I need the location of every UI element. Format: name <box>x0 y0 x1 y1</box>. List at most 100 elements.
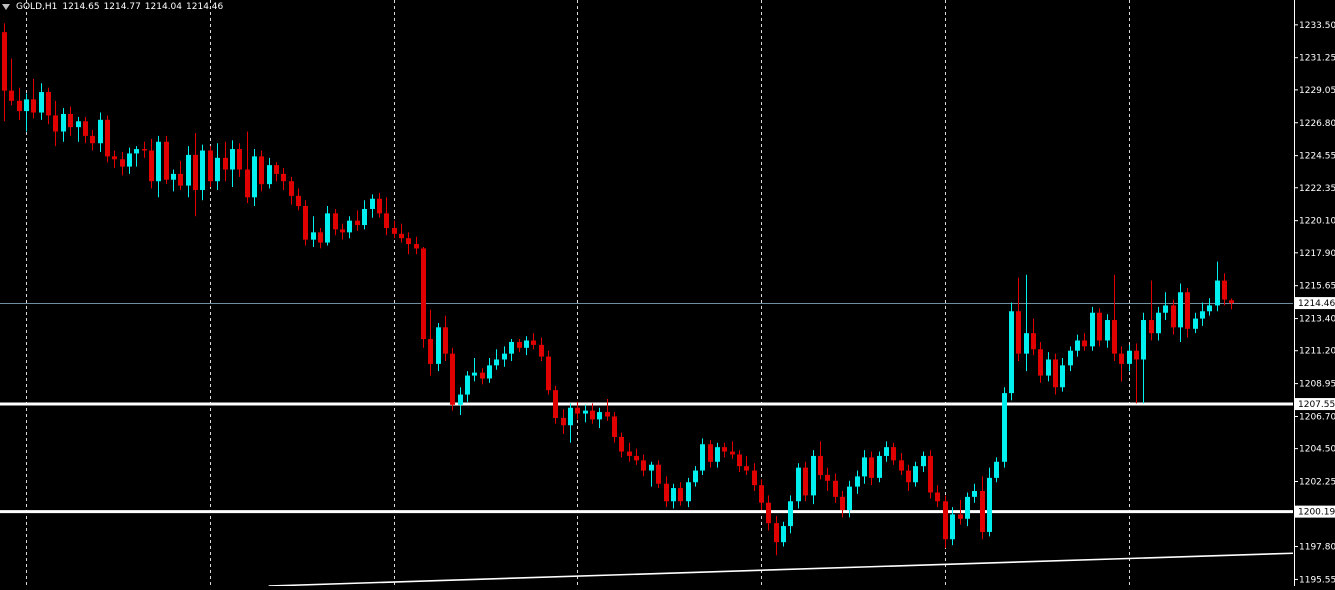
candle-body <box>980 491 985 532</box>
candle <box>766 495 771 531</box>
candle <box>950 507 955 546</box>
candle <box>935 485 940 508</box>
candle <box>847 480 852 518</box>
level-price-tag-label: 1200.19 <box>1298 508 1335 518</box>
candle <box>46 87 51 125</box>
candle-body <box>664 483 669 502</box>
candle-body <box>370 198 375 209</box>
candle-body <box>223 157 228 170</box>
candle-body <box>708 444 713 462</box>
candle <box>502 346 507 367</box>
candle-body <box>1031 333 1036 350</box>
candle <box>1127 344 1132 372</box>
candle <box>274 162 279 182</box>
candle-body <box>899 460 904 471</box>
candle-body <box>1200 311 1205 319</box>
candle <box>480 368 485 385</box>
candle <box>31 78 36 119</box>
candle-body <box>428 339 433 364</box>
candle <box>678 482 683 506</box>
candle <box>83 116 88 144</box>
candle <box>318 227 323 249</box>
level-price-tag-bg <box>1295 505 1335 518</box>
candle <box>1112 274 1117 361</box>
candle <box>9 58 14 106</box>
candle <box>90 130 95 151</box>
candle-body <box>781 526 786 543</box>
price-tick-label: 1231.25 <box>1299 54 1335 64</box>
candle-body <box>641 460 646 471</box>
candle-body <box>943 501 948 540</box>
candle <box>781 521 786 547</box>
candle <box>1207 298 1212 316</box>
candle-body <box>671 488 676 502</box>
candle <box>656 460 661 489</box>
candle-body <box>252 156 257 198</box>
candle-body <box>1112 320 1117 354</box>
current-price-tag-label: 1214.46 <box>1298 299 1335 309</box>
candle-body <box>156 141 161 182</box>
candle-body <box>568 407 573 426</box>
candle <box>1171 299 1176 335</box>
candle <box>303 200 308 246</box>
candle <box>465 371 470 402</box>
candle <box>200 144 205 201</box>
candle-body <box>715 447 720 462</box>
ohlc-open: 1214.65 <box>62 2 100 12</box>
candle <box>76 116 81 142</box>
candle-body <box>347 220 352 233</box>
candle <box>921 451 926 473</box>
candle <box>568 403 573 443</box>
candle <box>1009 302 1014 401</box>
price-tick-label: 1222.35 <box>1299 184 1335 194</box>
candle-body <box>1097 312 1102 341</box>
price-tick-label: 1233.50 <box>1299 21 1335 31</box>
candle-body <box>1002 393 1007 462</box>
candle <box>686 477 691 508</box>
candle-body <box>1127 350 1132 364</box>
candle <box>399 223 404 243</box>
candle <box>370 194 375 218</box>
candle <box>436 322 441 372</box>
candle-body <box>2 32 7 91</box>
candle <box>553 385 558 424</box>
candle <box>1149 280 1154 341</box>
candle-body <box>921 455 926 467</box>
candle <box>384 197 389 236</box>
candle <box>575 401 580 420</box>
candle-body <box>502 353 507 360</box>
candle <box>774 515 779 556</box>
candle <box>715 442 720 468</box>
candle-body <box>855 476 860 487</box>
candle <box>906 464 911 492</box>
candle-body <box>693 470 698 483</box>
candle-body <box>98 119 103 144</box>
candle-body <box>274 165 279 174</box>
candle-body <box>164 141 169 180</box>
candle-body <box>1215 280 1220 306</box>
candle <box>605 398 610 421</box>
candle-body <box>436 327 441 364</box>
candle-body <box>649 464 654 471</box>
candle <box>671 483 676 509</box>
price-tick-label: 1206.70 <box>1299 412 1335 422</box>
candle-body <box>392 227 397 234</box>
candle <box>958 499 963 525</box>
candle <box>597 407 602 429</box>
candle-body <box>355 220 360 226</box>
candle <box>186 146 191 198</box>
candle <box>1178 283 1183 342</box>
candle-body <box>825 474 830 481</box>
candle <box>627 442 632 462</box>
candle <box>1215 261 1220 312</box>
candle-body <box>9 90 14 101</box>
candle-body <box>362 208 367 226</box>
candle-body <box>1024 333 1029 354</box>
candle-body <box>656 464 661 484</box>
candle <box>289 176 294 205</box>
candle-body <box>877 455 882 478</box>
candle <box>178 160 183 190</box>
price-tick-label: 1217.90 <box>1299 249 1335 259</box>
